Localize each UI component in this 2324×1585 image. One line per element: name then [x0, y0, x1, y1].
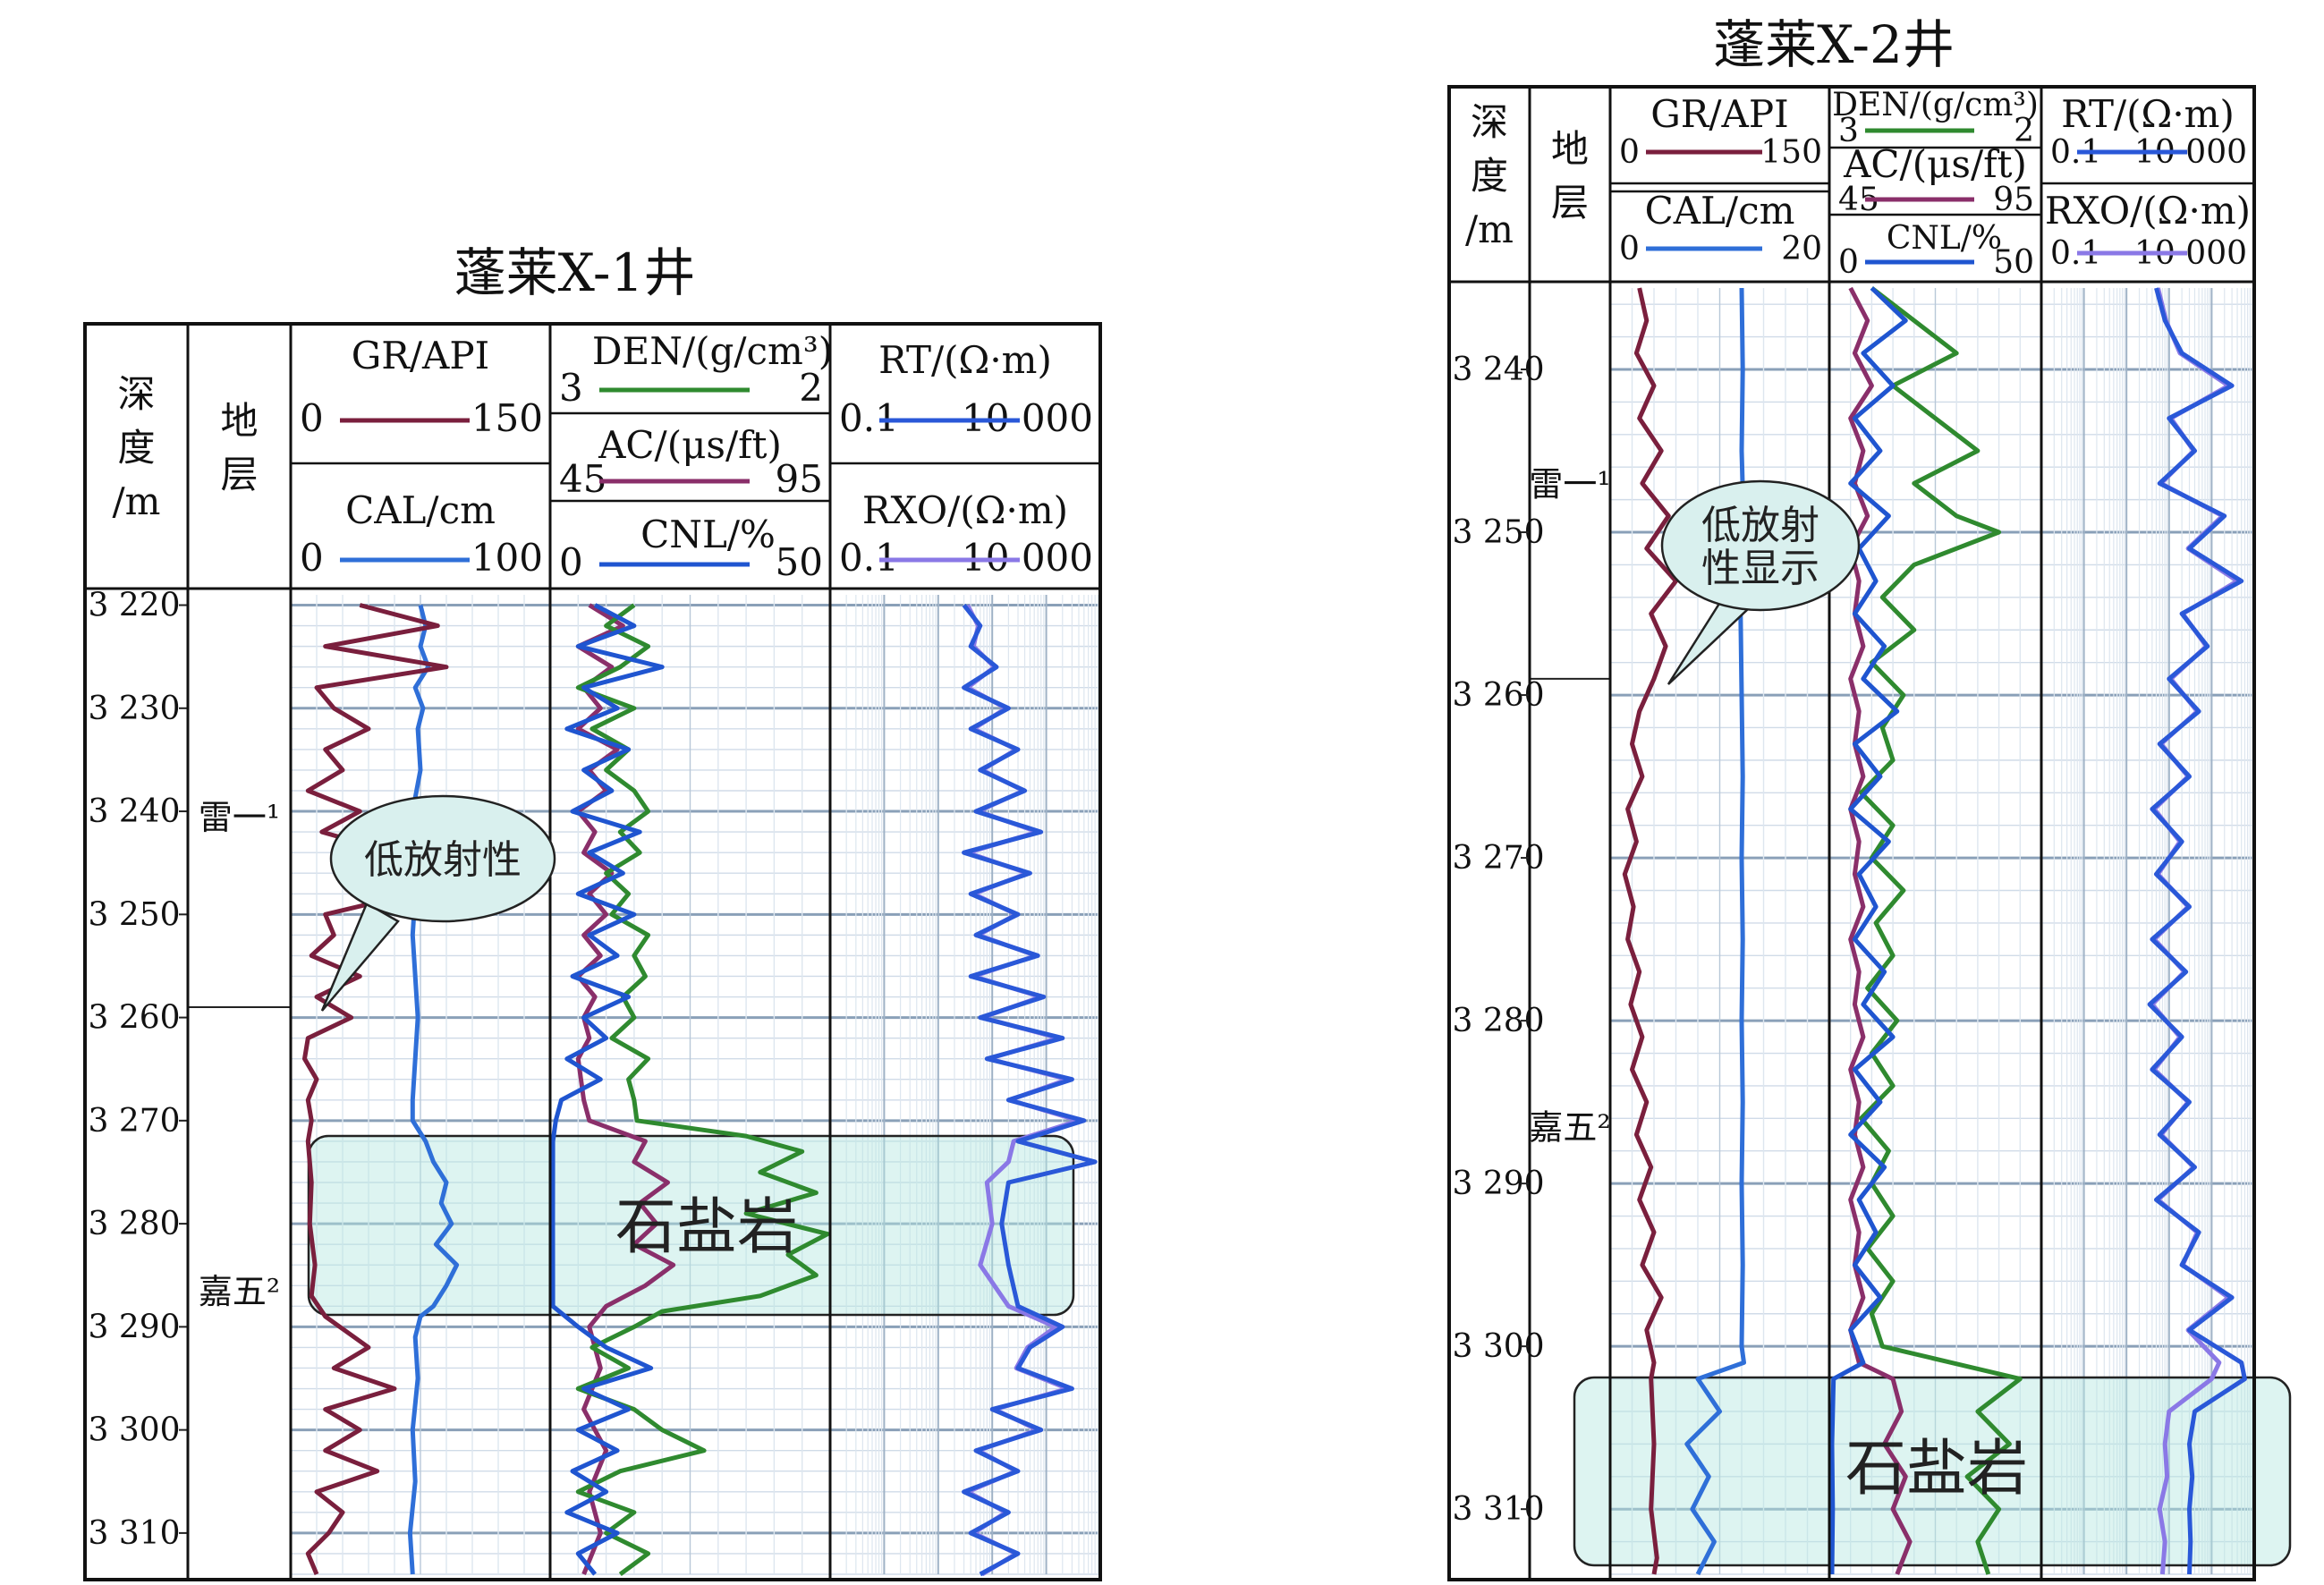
- gr-label: GR/API: [352, 334, 490, 377]
- formation-label: 雷一¹: [199, 798, 280, 837]
- formation-label: 雷一¹: [1529, 464, 1610, 504]
- depth-tick: 3 310: [88, 1515, 180, 1552]
- cal-scale-min: 0: [1619, 231, 1640, 267]
- callout-tail: [320, 902, 400, 1012]
- salt-label: 石盐岩: [615, 1192, 798, 1263]
- den-scale-min: 3: [559, 366, 583, 410]
- depth-tick: 3 290: [88, 1309, 180, 1345]
- depth-header: 深: [117, 372, 155, 416]
- ac-label: AC/(μs/ft): [598, 423, 782, 467]
- curve-rt: [962, 603, 1098, 1577]
- formation-label: 嘉五²: [199, 1272, 280, 1311]
- curve-den: [1859, 286, 2023, 1575]
- frame: [1447, 85, 2256, 1581]
- depth-header: /m: [1465, 208, 1514, 251]
- depth-tick: 3 220: [88, 588, 180, 624]
- strata-header: 地: [220, 399, 258, 443]
- rt-label: RT/(Ω·m): [878, 338, 1052, 382]
- frame: [83, 322, 1102, 1581]
- depth-tick: 3 270: [88, 1103, 180, 1140]
- grid: [1610, 288, 2254, 1575]
- den-scale-min: 3: [1838, 113, 1859, 149]
- cnl-scale-max: 50: [1993, 244, 2034, 281]
- strata-header: 层: [1551, 181, 1589, 225]
- curve-gr: [1622, 287, 1678, 1575]
- cal-scale-min: 0: [300, 536, 324, 580]
- cnl-label: CNL/%: [1887, 220, 2002, 257]
- depth-tick: 3 240: [88, 793, 180, 830]
- callout-text-line: 低放射: [1701, 503, 1819, 548]
- depth-header: 深: [1471, 100, 1508, 144]
- callout-text: 低放射性显示: [1701, 503, 1819, 591]
- callout-bubble: [1660, 479, 1861, 612]
- depth-header: /m: [113, 479, 161, 523]
- depth-tick: 3 260: [88, 1000, 180, 1037]
- cal-scale-max: 100: [471, 536, 543, 580]
- salt-label: 石盐岩: [1845, 1434, 2028, 1504]
- rxo-label: RXO/(Ω·m): [2045, 189, 2251, 233]
- ac-scale-max: 95: [776, 457, 823, 501]
- depth-tick: 3 230: [88, 691, 180, 727]
- cnl-scale-max: 50: [776, 540, 823, 584]
- cal-label: CAL/cm: [345, 488, 496, 532]
- den-scale-max: 2: [2014, 113, 2034, 149]
- ac-scale-min: 45: [559, 457, 606, 501]
- den-label: DEN/(g/cm³): [592, 329, 833, 373]
- well-title: 蓬莱X-1井: [454, 242, 696, 303]
- gr-scale-min: 0: [300, 396, 324, 440]
- gr-scale-max: 150: [1760, 134, 1822, 171]
- rt-label: RT/(Ω·m): [2061, 92, 2235, 136]
- callout-text-line: 性显示: [1701, 546, 1819, 591]
- gr-scale-min: 0: [1619, 134, 1640, 171]
- salt-zone: [1573, 1376, 2292, 1567]
- depth-tick: 3 280: [88, 1206, 180, 1242]
- cnl-scale-min: 0: [1838, 244, 1859, 281]
- depth-tick: 3 250: [88, 896, 180, 933]
- callout-text: 低放射性: [364, 837, 522, 883]
- den-scale-max: 2: [799, 366, 823, 410]
- cnl-scale-min: 0: [559, 540, 583, 584]
- curve-gr: [302, 603, 449, 1575]
- callout-bubble: [329, 794, 556, 923]
- cnl-label: CNL/%: [640, 513, 776, 556]
- depth-header: 度: [117, 426, 155, 470]
- cal-label: CAL/cm: [1645, 189, 1795, 233]
- well-title: 蓬莱X-2井: [1713, 14, 1955, 75]
- curve-ac: [1848, 286, 1913, 1575]
- curve-den: [575, 603, 830, 1577]
- ac-label: AC/(μs/ft): [1843, 142, 2027, 186]
- depth-tick: 3 300: [88, 1412, 180, 1449]
- strata-header: 层: [220, 453, 258, 496]
- rxo-label: RXO/(Ω·m): [862, 488, 1068, 532]
- ac-scale-max: 95: [1993, 182, 2034, 218]
- curve-cal: [407, 604, 460, 1575]
- gr-label: GR/API: [1650, 92, 1789, 136]
- curve-cnl: [550, 603, 665, 1576]
- gr-scale-max: 150: [471, 396, 543, 440]
- formation-label: 嘉五²: [1529, 1107, 1610, 1147]
- cal-scale-max: 20: [1781, 231, 1822, 267]
- curve-cnl: [1829, 286, 1908, 1575]
- strata-header: 地: [1551, 127, 1589, 171]
- den-label: DEN/(g/cm³): [1832, 87, 2039, 123]
- depth-header: 度: [1471, 154, 1508, 198]
- grid: [291, 595, 1100, 1575]
- curve-rt: [2147, 287, 2247, 1575]
- callout-tail: [1667, 598, 1751, 685]
